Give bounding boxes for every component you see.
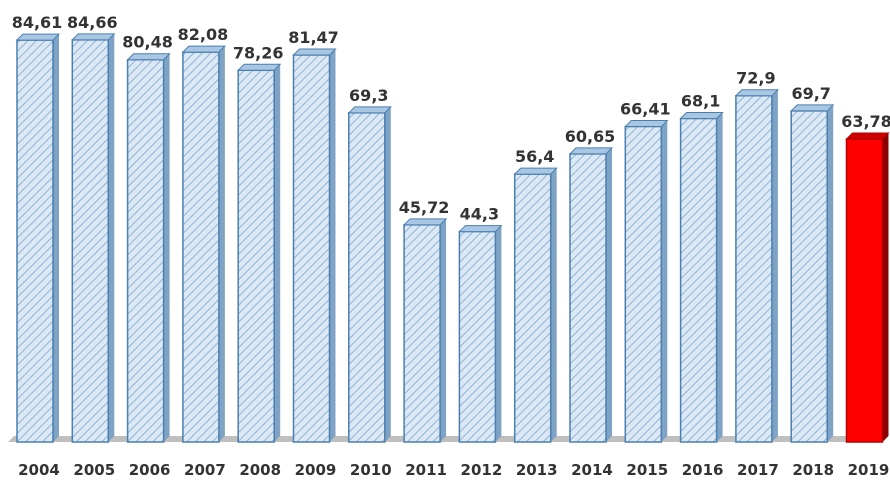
bar-front-2017 — [735, 94, 773, 443]
x-tick-label-2012: 2012 — [461, 461, 503, 479]
bar-2017 — [734, 89, 780, 443]
data-label-2009: 81,47 — [288, 28, 339, 47]
bar-side-2005 — [108, 33, 115, 443]
x-tick-label-2013: 2013 — [516, 461, 558, 479]
bar-2013 — [513, 167, 558, 443]
data-label-2010: 69,3 — [349, 86, 388, 105]
bar-side-2016 — [716, 112, 723, 443]
bar-front-2014 — [569, 153, 607, 443]
bar-front-2012 — [458, 230, 497, 443]
bar-top-2015 — [624, 120, 669, 128]
bar-front-2008 — [237, 69, 275, 443]
bar-2008 — [236, 63, 282, 443]
bar-2009 — [292, 48, 337, 443]
bar-2016 — [679, 112, 724, 443]
bar-front-2007 — [182, 51, 220, 443]
bar-side-2012 — [495, 225, 502, 442]
data-label-2015: 66,41 — [620, 100, 671, 119]
bar-top-2014 — [568, 147, 614, 155]
data-label-2017: 72,9 — [736, 69, 775, 88]
x-tick-label-2010: 2010 — [350, 461, 392, 479]
x-tick-label-2017: 2017 — [737, 461, 779, 479]
bar-2005 — [71, 33, 116, 443]
bar-top-2017 — [734, 89, 780, 97]
bar-2010 — [347, 106, 393, 443]
bar-side-2011 — [440, 218, 447, 442]
bar-side-2007 — [218, 46, 225, 443]
bar-side-2006 — [163, 53, 170, 442]
bar-top-2018 — [789, 104, 835, 112]
x-tick-label-2008: 2008 — [239, 461, 281, 479]
bar-top-2011 — [402, 218, 448, 226]
bar-top-2005 — [71, 33, 116, 41]
x-tick-label-2014: 2014 — [571, 461, 613, 479]
data-label-2014: 60,65 — [565, 127, 616, 146]
bar-side-2013 — [550, 168, 557, 442]
bar-side-2008 — [274, 64, 281, 442]
x-tick-label-2006: 2006 — [129, 461, 171, 479]
bar-top-2013 — [513, 167, 558, 175]
bar-top-2019 — [845, 132, 890, 140]
bar-side-2004 — [53, 34, 59, 442]
bar-2015 — [624, 120, 669, 443]
bar-side-2018 — [827, 104, 834, 443]
bar-2004 — [15, 33, 61, 443]
bar-top-2004 — [15, 33, 61, 41]
x-tick-label-2007: 2007 — [184, 461, 226, 479]
bar-front-2004 — [16, 39, 54, 443]
bar-front-2005 — [71, 39, 110, 443]
bar-2011 — [402, 218, 448, 443]
bar-side-2014 — [606, 147, 612, 442]
data-label-2004: 84,61 — [12, 13, 63, 32]
data-label-2007: 82,08 — [178, 25, 229, 44]
bar-top-2009 — [292, 48, 337, 56]
bar-front-2018 — [790, 110, 828, 443]
bar-side-2015 — [661, 120, 668, 443]
bar-front-2011 — [403, 224, 441, 443]
bar-front-2009 — [292, 54, 331, 443]
bar-front-2015 — [624, 125, 663, 443]
x-tick-label-2011: 2011 — [405, 461, 447, 479]
bar-top-2008 — [236, 63, 282, 71]
x-tick-label-2018: 2018 — [792, 461, 834, 479]
data-label-2019: 63,78 — [841, 112, 890, 131]
data-label-2013: 56,4 — [515, 147, 554, 166]
bar-side-2017 — [771, 89, 778, 442]
data-label-2008: 78,26 — [233, 43, 284, 62]
bar-2018 — [789, 104, 835, 443]
bar-side-2009 — [329, 49, 336, 442]
bar-2019 — [845, 132, 890, 443]
bar-top-2010 — [347, 106, 393, 114]
x-tick-label-2016: 2016 — [682, 461, 724, 479]
x-tick-label-2015: 2015 — [626, 461, 668, 479]
data-label-2006: 80,48 — [122, 33, 173, 52]
bar-front-2019 — [845, 138, 884, 443]
bar-side-2019 — [882, 133, 889, 443]
bar-side-2010 — [384, 106, 391, 442]
data-label-2011: 45,72 — [399, 198, 450, 217]
data-label-2016: 68,1 — [681, 92, 720, 111]
x-tick-label-2004: 2004 — [18, 461, 60, 479]
bar-front-2006 — [126, 58, 165, 443]
bar-top-2012 — [458, 225, 503, 233]
bar-2007 — [181, 45, 227, 443]
bar-top-2007 — [181, 45, 227, 53]
data-label-2005: 84,66 — [67, 13, 118, 32]
bar-front-2016 — [679, 117, 718, 443]
bar-2006 — [126, 53, 171, 443]
bar-front-2013 — [513, 173, 552, 443]
bar-top-2016 — [679, 112, 724, 120]
bar-2012 — [458, 225, 503, 443]
x-tick-label-2005: 2005 — [73, 461, 115, 479]
x-tick-label-2009: 2009 — [295, 461, 337, 479]
data-label-2012: 44,3 — [460, 205, 499, 224]
bar-2014 — [568, 147, 614, 443]
x-tick-label-2019: 2019 — [848, 461, 890, 479]
data-label-2018: 69,7 — [791, 84, 830, 103]
bar-top-2006 — [126, 53, 171, 61]
bar-front-2010 — [348, 112, 386, 443]
